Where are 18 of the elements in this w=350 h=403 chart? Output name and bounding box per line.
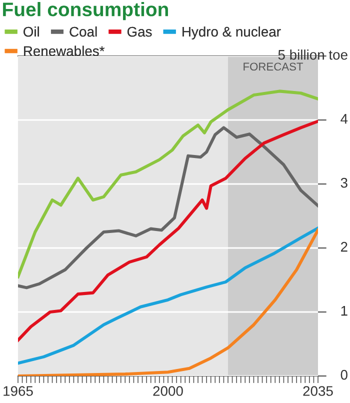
- x-tick-label: 1965: [4, 386, 33, 396]
- chart-title: Fuel consumption: [3, 2, 168, 20]
- band-label: FORECAST: [244, 62, 303, 71]
- legend-label: Gas: [127, 26, 152, 37]
- y-tick-label: 1: [341, 306, 348, 316]
- legend-label: Hydro & nuclear: [182, 26, 281, 40]
- line-series: [18, 126, 318, 290]
- legend-label: Coal: [70, 26, 97, 37]
- legend-label: Oil: [24, 26, 39, 37]
- line-series: [18, 90, 318, 278]
- y-tick-label: 3: [340, 178, 348, 188]
- x-tick-label: 2000: [153, 386, 183, 396]
- line-series: [18, 120, 318, 342]
- y-tick-label: 4: [340, 114, 348, 124]
- x-tick-label: 2035: [303, 386, 333, 396]
- y-tick-label: 0: [340, 370, 348, 380]
- y-tick-label: 2: [340, 242, 348, 252]
- legend-label: Renewables*: [24, 46, 105, 56]
